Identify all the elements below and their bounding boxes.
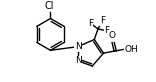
Text: N: N xyxy=(75,56,81,65)
Text: F: F xyxy=(105,26,110,35)
Text: O: O xyxy=(109,31,116,40)
Text: OH: OH xyxy=(124,45,138,54)
Text: N: N xyxy=(75,42,81,51)
Text: F: F xyxy=(88,19,93,28)
Text: F: F xyxy=(100,16,105,25)
Text: Cl: Cl xyxy=(45,1,54,11)
